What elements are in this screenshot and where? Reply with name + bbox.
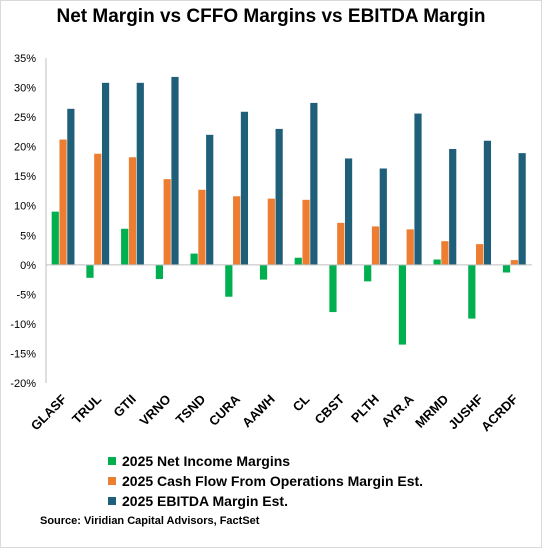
x-tick-label: MRMD (412, 392, 451, 431)
legend-label-cffo: 2025 Cash Flow From Operations Margin Es… (122, 473, 424, 489)
x-tick-label: GLASF (28, 391, 70, 433)
x-tick-label: GTII (110, 392, 138, 420)
bar-cbst-series-1 (337, 222, 345, 265)
bar-jushf-series-0 (468, 264, 476, 319)
x-tick-label: CURA (206, 391, 244, 429)
x-tick-label: PLTH (348, 392, 382, 426)
y-tick-label: 30% (14, 83, 36, 95)
bar-tsnd-series-1 (198, 189, 206, 265)
bar-gtii-series-0 (121, 228, 129, 265)
y-tick-label: -15% (10, 348, 36, 360)
bar-glasf-series-2 (67, 108, 75, 265)
x-tick-label: AYR.A (378, 391, 417, 430)
legend-label-net-income: 2025 Net Income Margins (122, 453, 291, 469)
bar-cl-series-2 (310, 102, 318, 265)
bar-vrno-series-2 (171, 76, 179, 265)
bar-vrno-series-0 (155, 264, 163, 279)
y-tick-label: 35% (14, 53, 36, 65)
bar-gtii-series-1 (128, 157, 137, 265)
bar-jushf-series-1 (476, 244, 484, 265)
bar-acrdf-series-1 (510, 260, 518, 265)
bar-plth-series-2 (379, 168, 387, 265)
bar-vrno-series-1 (163, 179, 171, 265)
bar-mrmd-series-2 (449, 149, 457, 265)
x-tick-label: ACRDF (478, 391, 521, 434)
legend-label-ebitda: 2025 EBITDA Margin Est. (122, 493, 288, 509)
bar-trul-series-0 (86, 264, 94, 278)
bar-cura-series-2 (240, 111, 249, 265)
bar-mrmd-series-0 (433, 259, 441, 265)
legend-swatch-cffo (108, 477, 116, 485)
legend-item-net-income: 2025 Net Income Margins (108, 451, 423, 471)
legend-item-cffo: 2025 Cash Flow From Operations Margin Es… (108, 471, 423, 491)
y-tick-label: 25% (14, 112, 36, 124)
bar-acrdf-series-2 (518, 153, 526, 265)
y-tick-label: -20% (10, 378, 36, 390)
legend-item-ebitda: 2025 EBITDA Margin Est. (108, 491, 423, 511)
bar-glasf-series-1 (59, 139, 67, 265)
x-tick-label: TRUL (69, 391, 104, 426)
bar-plth-series-1 (371, 226, 380, 265)
legend: 2025 Net Income Margins 2025 Cash Flow F… (108, 451, 423, 511)
bar-cbst-series-2 (344, 158, 353, 265)
bar-ayra-series-1 (406, 229, 414, 265)
bar-cl-series-1 (302, 199, 310, 265)
y-tick-label: 20% (14, 142, 36, 154)
source-note: Source: Viridian Capital Advisors, FactS… (40, 515, 260, 527)
y-tick-label: 0% (20, 260, 36, 272)
y-tick-label: 10% (14, 201, 36, 213)
y-tick-label: 15% (14, 171, 36, 183)
x-tick-label: AAWH (239, 392, 278, 431)
chart-title: Net Margin vs CFFO Margins vs EBITDA Mar… (56, 6, 486, 27)
bar-jushf-series-2 (483, 140, 492, 265)
bar-tsnd-series-2 (206, 134, 214, 265)
x-tick-label: CL (290, 391, 313, 414)
legend-swatch-ebitda (108, 497, 116, 505)
bar-trul-series-2 (101, 82, 110, 265)
bar-glasf-series-0 (51, 211, 59, 265)
bar-ayra-series-0 (398, 264, 406, 345)
bar-plth-series-0 (364, 264, 372, 282)
bar-cura-series-0 (225, 264, 233, 297)
legend-swatch-net-income (108, 457, 116, 465)
y-tick-label: 5% (20, 230, 36, 242)
bar-tsnd-series-0 (190, 253, 198, 265)
bar-cura-series-1 (233, 196, 241, 265)
bar-acrdf-series-0 (502, 264, 511, 273)
x-tick-label: CBST (312, 391, 348, 427)
bar-aawh-series-1 (267, 198, 275, 265)
bar-cl-series-0 (294, 257, 302, 265)
bar-aawh-series-0 (259, 264, 268, 280)
bar-trul-series-1 (94, 153, 102, 265)
y-tick-label: -5% (16, 289, 36, 301)
bar-cbst-series-0 (329, 264, 337, 313)
bar-mrmd-series-1 (441, 241, 449, 265)
x-tick-label: TSND (173, 392, 209, 428)
bar-gtii-series-2 (136, 82, 144, 265)
x-tick-label: VRNO (136, 392, 173, 429)
y-tick-label: -10% (10, 319, 36, 331)
bar-ayra-series-2 (414, 113, 422, 265)
bar-aawh-series-2 (275, 128, 283, 265)
